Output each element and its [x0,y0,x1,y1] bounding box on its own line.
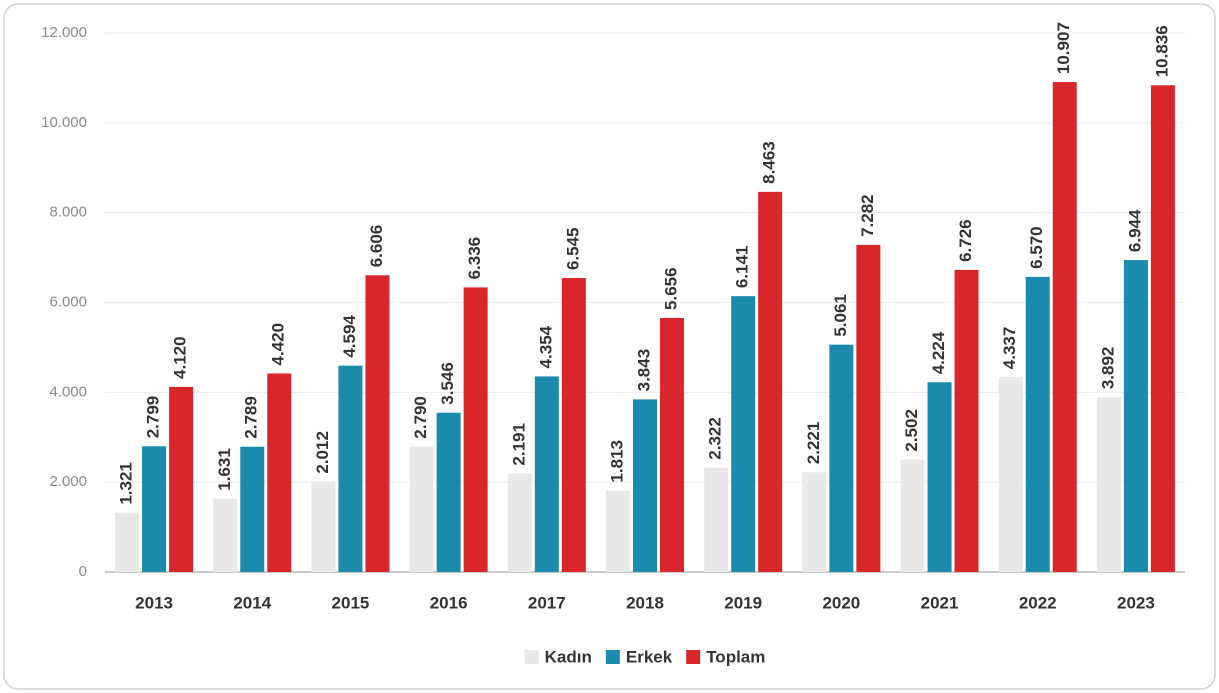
value-label: 1.321 [117,462,136,505]
bar [954,269,979,572]
value-label: 2.502 [902,409,921,452]
value-label: 4.337 [1000,327,1019,370]
value-label: 2.790 [411,396,430,439]
x-tick-label: 2021 [921,593,959,612]
x-tick-label: 2014 [233,593,271,612]
bar [213,498,238,572]
bar [606,490,630,572]
value-label: 6.545 [563,227,582,270]
bar [758,191,783,573]
bar [998,377,1023,572]
value-label: 4.420 [269,323,288,366]
value-label: 2.789 [242,396,261,439]
bar [311,481,336,572]
value-label: 6.141 [733,246,752,289]
bar [633,399,657,572]
x-tick-label: 2022 [1019,593,1057,612]
bar [1025,276,1050,572]
x-tick-label: 2017 [528,593,566,612]
x-tick-label: 2016 [430,593,468,612]
value-label: 10.907 [1054,22,1073,74]
y-tick-label: 12.000 [41,24,87,41]
bar [142,446,167,572]
bar [365,275,390,572]
bar [802,472,827,572]
value-label: 1.631 [215,448,234,491]
bar [1150,85,1175,573]
bar [900,459,925,572]
bar [409,446,434,572]
value-label: 6.336 [465,237,484,280]
bar [240,446,265,572]
bar [463,287,488,572]
value-label: 2.012 [313,431,332,474]
y-tick-label: 6.000 [49,293,87,310]
value-label: 2.322 [706,417,725,460]
value-label: 8.463 [760,141,779,184]
bar [115,512,140,572]
y-tick-label: 10.000 [41,114,87,131]
value-label: 6.944 [1125,209,1144,252]
bar [1096,397,1121,572]
value-label: 4.120 [171,336,190,379]
bar [561,278,586,572]
legend-swatch [524,650,539,664]
value-label: 6.570 [1027,226,1046,269]
x-tick-label: 2023 [1117,593,1155,612]
value-label: 4.354 [536,325,555,368]
y-tick-label: 8.000 [49,204,87,221]
bar [534,376,559,572]
legend-swatch [605,650,620,664]
bar [169,386,194,572]
value-label: 3.843 [634,349,653,392]
y-tick-label: 0 [79,563,87,580]
bar [731,296,756,572]
bar [338,365,363,572]
bar [856,244,881,572]
bar [704,467,729,572]
bar [1123,260,1148,572]
value-label: 2.191 [509,423,528,466]
value-label: 5.656 [661,267,680,310]
bar [507,473,532,572]
bar [829,344,854,572]
value-label: 6.726 [956,219,975,262]
x-tick-label: 2019 [724,593,762,612]
value-label: 7.282 [858,194,877,237]
bar [1052,82,1077,572]
legend-label: Erkek [626,647,673,666]
value-label: 3.546 [438,362,457,405]
value-label: 6.606 [367,225,386,268]
value-label: 3.892 [1098,347,1117,390]
x-tick-label: 2015 [332,593,370,612]
legend-swatch [686,650,701,664]
bar [660,317,684,572]
legend-label: Toplam [706,647,765,666]
value-label: 2.799 [144,396,163,439]
value-label: 4.224 [929,331,948,374]
value-label: 4.594 [340,315,359,358]
x-tick-label: 2013 [135,593,173,612]
y-tick-label: 2.000 [49,473,87,490]
legend-label: Kadın [545,647,592,666]
x-tick-label: 2018 [626,593,664,612]
x-tick-label: 2020 [822,593,860,612]
value-label: 10.836 [1152,25,1171,77]
bar [436,412,461,572]
y-tick-label: 4.000 [49,383,87,400]
value-label: 5.061 [831,294,850,337]
value-label: 1.813 [607,440,626,483]
value-label: 2.221 [804,422,823,465]
bar [267,373,292,572]
bar [927,382,952,572]
